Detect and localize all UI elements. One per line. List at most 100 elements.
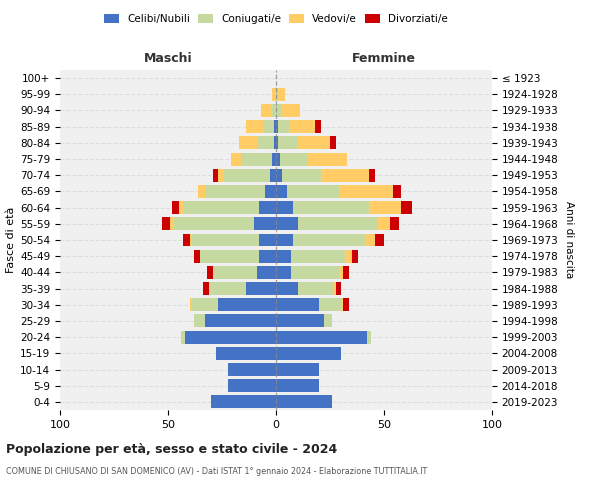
- Bar: [276, 152, 308, 166]
- Bar: [194, 314, 276, 328]
- Bar: [175, 218, 276, 230]
- Bar: [276, 298, 319, 311]
- Bar: [214, 169, 276, 181]
- Bar: [261, 104, 276, 117]
- Bar: [276, 218, 391, 230]
- Bar: [246, 282, 276, 295]
- Bar: [272, 152, 276, 166]
- Bar: [272, 104, 276, 117]
- Bar: [200, 250, 276, 262]
- Bar: [276, 218, 399, 230]
- Bar: [198, 185, 276, 198]
- Bar: [276, 266, 338, 279]
- Bar: [181, 330, 276, 344]
- Bar: [190, 234, 276, 246]
- Bar: [276, 88, 284, 101]
- Bar: [276, 201, 412, 214]
- Bar: [229, 363, 276, 376]
- Bar: [276, 363, 319, 376]
- Bar: [276, 169, 283, 181]
- Bar: [276, 347, 341, 360]
- Bar: [259, 234, 276, 246]
- Text: Popolazione per età, sesso e stato civile - 2024: Popolazione per età, sesso e stato civil…: [6, 442, 337, 456]
- Bar: [276, 330, 371, 344]
- Bar: [276, 282, 334, 295]
- Bar: [269, 169, 276, 181]
- Bar: [276, 379, 319, 392]
- Bar: [205, 185, 276, 198]
- Bar: [276, 201, 369, 214]
- Bar: [246, 120, 276, 133]
- Y-axis label: Anni di nascita: Anni di nascita: [564, 202, 574, 278]
- Bar: [215, 347, 276, 360]
- Bar: [230, 152, 276, 166]
- Bar: [276, 218, 377, 230]
- Bar: [276, 282, 298, 295]
- Bar: [276, 396, 332, 408]
- Bar: [276, 250, 345, 262]
- Bar: [276, 120, 278, 133]
- Bar: [259, 201, 276, 214]
- Bar: [276, 396, 332, 408]
- Bar: [229, 363, 276, 376]
- Bar: [276, 330, 367, 344]
- Bar: [179, 201, 276, 214]
- Y-axis label: Fasce di età: Fasce di età: [6, 207, 16, 273]
- Bar: [239, 136, 276, 149]
- Bar: [276, 136, 298, 149]
- Bar: [198, 185, 276, 198]
- Bar: [276, 136, 337, 149]
- Bar: [276, 234, 293, 246]
- Bar: [200, 250, 276, 262]
- Bar: [205, 314, 276, 328]
- Bar: [276, 169, 376, 181]
- Bar: [276, 282, 337, 295]
- Bar: [276, 314, 332, 328]
- Bar: [172, 201, 276, 214]
- Bar: [276, 136, 330, 149]
- Bar: [276, 120, 322, 133]
- Bar: [192, 234, 276, 246]
- Bar: [209, 282, 276, 295]
- Bar: [276, 250, 352, 262]
- Bar: [259, 250, 276, 262]
- Bar: [276, 201, 401, 214]
- Bar: [276, 136, 278, 149]
- Bar: [276, 347, 341, 360]
- Bar: [190, 298, 276, 311]
- Bar: [276, 396, 332, 408]
- Bar: [276, 104, 300, 117]
- Bar: [229, 363, 276, 376]
- Bar: [185, 330, 276, 344]
- Bar: [276, 120, 315, 133]
- Bar: [263, 120, 276, 133]
- Bar: [276, 314, 323, 328]
- Bar: [190, 298, 276, 311]
- Bar: [276, 120, 289, 133]
- Bar: [161, 218, 276, 230]
- Bar: [229, 379, 276, 392]
- Bar: [218, 169, 276, 181]
- Text: Maschi: Maschi: [143, 52, 193, 65]
- Bar: [276, 314, 332, 328]
- Bar: [207, 266, 276, 279]
- Bar: [274, 120, 276, 133]
- Bar: [276, 266, 343, 279]
- Bar: [276, 88, 284, 101]
- Bar: [192, 298, 276, 311]
- Bar: [276, 379, 319, 392]
- Bar: [183, 201, 276, 214]
- Bar: [194, 314, 276, 328]
- Bar: [276, 266, 349, 279]
- Bar: [276, 347, 341, 360]
- Bar: [229, 379, 276, 392]
- Bar: [276, 363, 319, 376]
- Bar: [254, 218, 276, 230]
- Bar: [276, 169, 322, 181]
- Bar: [276, 250, 358, 262]
- Bar: [218, 298, 276, 311]
- Bar: [261, 104, 276, 117]
- Bar: [276, 314, 332, 328]
- Bar: [214, 266, 276, 279]
- Bar: [276, 330, 371, 344]
